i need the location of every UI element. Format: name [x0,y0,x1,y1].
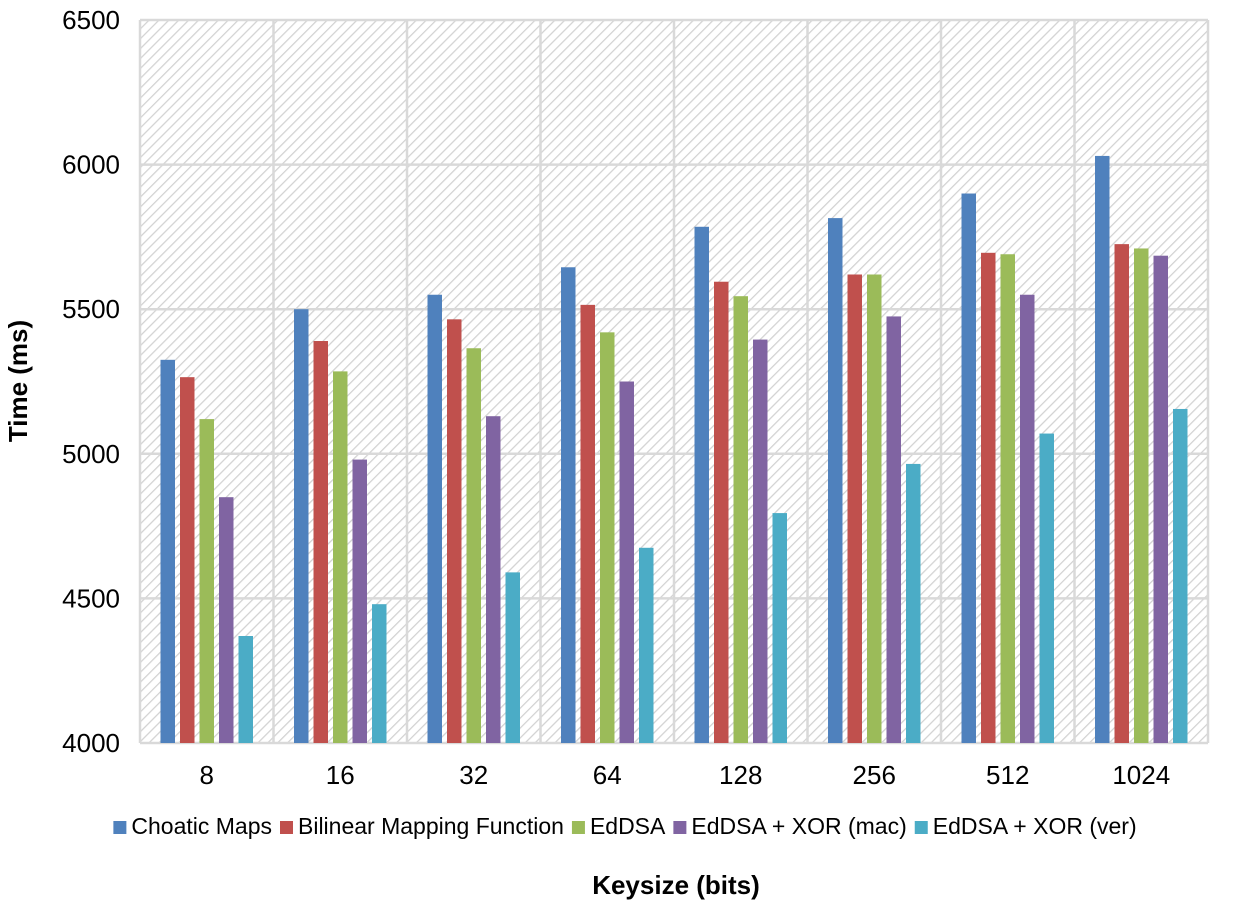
y-tick-labels: 4000 4500 5000 5500 6000 6500 [62,5,120,758]
bar [1114,244,1129,743]
bar [294,309,309,743]
legend-label: EdDSA + XOR (ver) [933,813,1137,839]
bar [1095,155,1110,743]
bar [961,193,976,743]
bar [447,319,462,743]
bar [828,218,843,744]
y-tick-label: 5500 [62,294,120,324]
bar [580,304,595,743]
bar [427,294,442,743]
x-tick-label: 16 [326,760,355,790]
bar [906,463,921,743]
bar [219,497,234,743]
y-tick-label: 4500 [62,583,120,613]
y-tick-label: 4000 [62,728,120,758]
bar [199,419,214,743]
x-tick-labels: 8 16 32 64 128 256 512 1024 [200,760,1171,790]
bar [1000,254,1015,743]
bar [1039,433,1054,743]
bar [886,316,901,743]
bar [1173,408,1188,743]
y-tick-label: 6500 [62,5,120,35]
bar [981,252,996,743]
legend-label: Bilinear Mapping Function [298,813,564,839]
y-tick-label: 5000 [62,439,120,469]
bar [372,604,387,743]
bar [333,371,348,743]
bar [867,274,882,743]
bar [352,459,367,743]
legend-swatch [280,821,293,834]
legend-swatch [914,821,928,834]
bar [600,332,615,743]
bar [1020,294,1035,743]
legend-label: EdDSA [590,813,666,839]
legend-swatch [113,821,127,834]
bar [753,339,768,743]
x-tick-label: 32 [459,760,488,790]
bar [238,635,253,743]
bar [466,348,481,743]
legend-label: EdDSA + XOR (mac) [691,813,906,839]
legend-swatch [673,821,687,834]
bar [733,296,748,743]
x-tick-label: 128 [719,760,762,790]
legend-label: Choatic Maps [131,813,272,839]
legend-swatch [571,821,585,834]
bar [714,281,729,743]
y-tick-label: 6000 [62,150,120,180]
x-tick-label: 8 [200,760,214,790]
x-tick-label: 512 [986,760,1029,790]
bar [561,267,576,743]
bar [847,274,862,743]
x-tick-label: 1024 [1112,760,1170,790]
y-axis-title: Time (ms) [3,320,33,442]
bar [1153,255,1168,743]
bar [694,226,709,743]
bars-group [160,155,1188,744]
bar [639,547,654,743]
bar [505,572,520,743]
bar [772,513,787,743]
legend: Choatic Maps Bilinear Mapping Function EdD… [113,813,1137,839]
bar [486,416,501,743]
bar [180,377,195,743]
bar [313,341,328,743]
x-axis-title: Keysize (bits) [592,870,760,900]
x-tick-label: 256 [853,760,896,790]
bar [619,381,634,743]
bar [1134,248,1149,743]
x-tick-label: 64 [593,760,622,790]
bar [160,359,175,743]
